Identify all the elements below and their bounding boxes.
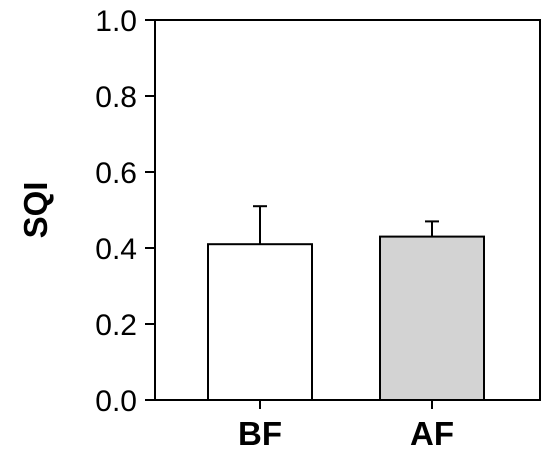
bar-bf [207,243,313,401]
y-tick-label: 0.4 [95,233,137,266]
plot-area [154,19,541,401]
y-tick-label: 0.6 [95,157,137,190]
x-category-label: BF [238,415,282,452]
x-category-label: AF [410,415,454,452]
y-tick-label: 1.0 [95,5,137,38]
y-tick-label: 0.8 [95,81,137,114]
x-axis: BF AF [238,400,454,452]
y-tick-label: 0.0 [95,385,137,418]
y-axis: 0.0 0.2 0.4 0.6 0.8 1.0 [95,5,155,418]
y-tick-label: 0.2 [95,309,137,342]
plot-frame [154,19,541,401]
bar-af [379,235,485,401]
bars [207,205,485,401]
y-axis-title: SQI [17,182,54,239]
